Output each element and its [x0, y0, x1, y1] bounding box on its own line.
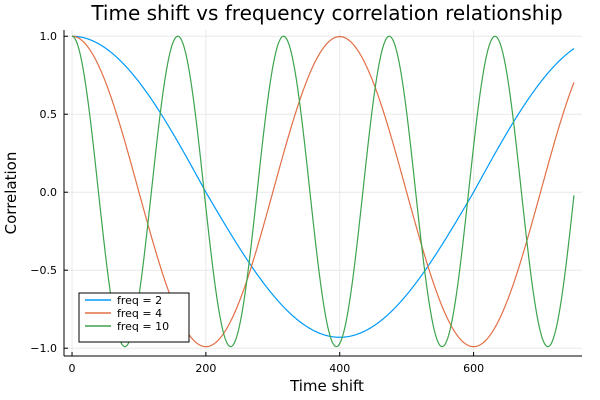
series-line-3 — [71, 35, 575, 348]
series-line-2 — [72, 35, 575, 348]
legend-label: freq = 4 — [117, 307, 162, 320]
legend-label: freq = 2 — [117, 294, 162, 307]
y-tick-label: −0.5 — [30, 264, 57, 277]
x-axis-label: Time shift — [289, 377, 364, 395]
x-tick-label: 400 — [329, 362, 350, 375]
y-tick-label: 0.0 — [40, 186, 58, 199]
axes: 0 200 400 600 −1.0 −0.5 0.0 0.5 1.0 — [30, 30, 582, 375]
series-line-1 — [72, 35, 575, 338]
y-tick-label: 1.0 — [40, 30, 58, 43]
x-tick-label: 600 — [463, 362, 484, 375]
y-tick-label: 0.5 — [40, 108, 58, 121]
y-tick-label: −1.0 — [30, 342, 57, 355]
y-axis-label: Correlation — [2, 152, 20, 235]
legend-box — [78, 292, 190, 343]
chart-title: Time shift vs frequency correlation rela… — [90, 1, 562, 25]
x-tick-label: 0 — [69, 362, 76, 375]
legend-label: freq = 10 — [117, 320, 169, 333]
x-tick-label: 200 — [195, 362, 216, 375]
series-group — [71, 35, 575, 348]
